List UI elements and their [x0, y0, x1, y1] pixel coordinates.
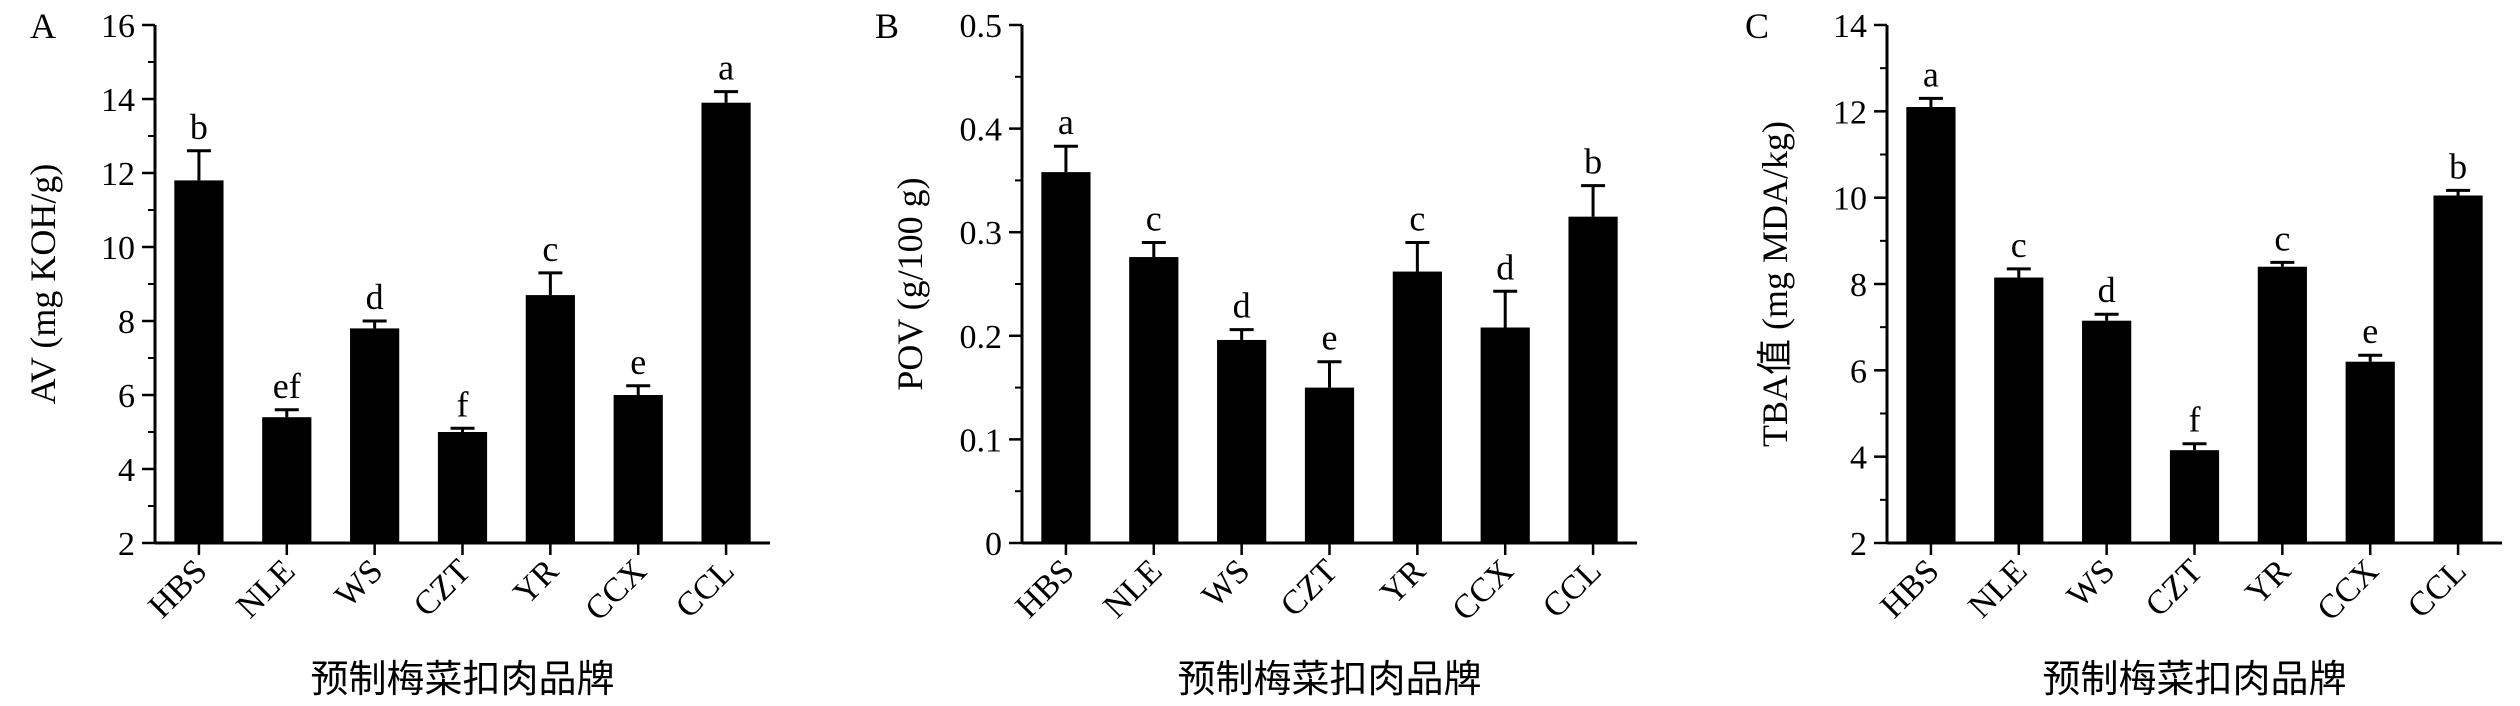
x-tick-label: CCX — [2310, 552, 2386, 628]
bar-hbs — [1041, 172, 1091, 543]
significance-letter: c — [2274, 218, 2290, 258]
y-tick-label: 0.4 — [960, 112, 1003, 149]
x-axis-title: 预制梅菜扣肉品牌 — [2042, 659, 2346, 701]
bar-yr — [525, 295, 575, 543]
x-tick-label: WS — [1195, 552, 1257, 614]
y-tick-label: 10 — [1833, 181, 1867, 218]
bar-czt — [437, 432, 488, 543]
y-axis-label: POV (g/100 g) — [890, 177, 930, 390]
significance-letter: b — [1584, 142, 1602, 182]
y-tick-label: 0.3 — [960, 215, 1003, 252]
x-tick-label: HBS — [1874, 552, 1947, 625]
y-tick-label: 2 — [118, 526, 135, 563]
x-tick-label: NLE — [1962, 552, 2035, 625]
significance-letter: d — [366, 277, 384, 317]
x-tick-label: CCX — [1445, 552, 1521, 628]
significance-letter: f — [457, 384, 469, 424]
y-axis-label: TBA值 (mg MDA/kg) — [1755, 121, 1795, 447]
y-tick-label: 0.5 — [960, 8, 1003, 45]
bar-ccl — [1568, 216, 1618, 543]
y-tick-label: 8 — [118, 304, 135, 341]
x-tick-label: YR — [506, 552, 566, 612]
chart-panel-a: A 2 4 6 8 10 12 14 16 AV (mg KOH/g) b HBS ef NLE d WS f C… — [23, 6, 770, 701]
panel-letter: A — [30, 6, 56, 46]
significance-letter: e — [1322, 318, 1338, 358]
y-tick-label: 6 — [1850, 353, 1867, 390]
x-axis-title: 预制梅菜扣肉品牌 — [1177, 659, 1481, 701]
panel-letter: B — [875, 6, 899, 46]
bar-ccx — [1480, 327, 1530, 543]
significance-letter: e — [630, 342, 646, 382]
significance-letter: ef — [273, 366, 301, 406]
x-tick-label: CCL — [669, 552, 742, 625]
significance-letter: a — [718, 48, 734, 88]
y-tick-label: 16 — [101, 8, 135, 45]
significance-letter: c — [1409, 199, 1425, 239]
y-tick-label: 8 — [1850, 267, 1867, 304]
y-tick-label: 4 — [1850, 440, 1867, 477]
x-tick-label: CZT — [1274, 552, 1346, 624]
bar-nle — [1994, 277, 2044, 543]
y-tick-label: 12 — [1833, 94, 1867, 131]
y-tick-label: 14 — [1833, 8, 1867, 45]
significance-letter: a — [1923, 54, 1939, 94]
x-tick-label: CCX — [578, 552, 654, 628]
y-tick-label: 0.2 — [960, 319, 1003, 356]
x-tick-label: CZT — [2139, 552, 2211, 624]
significance-letter: c — [1146, 199, 1162, 239]
x-tick-label: NLE — [230, 552, 303, 625]
x-tick-label: HBS — [142, 552, 215, 625]
bar-czt — [2169, 450, 2220, 543]
x-tick-label: CCL — [2401, 552, 2474, 625]
significance-letter: a — [1058, 102, 1074, 142]
significance-letter: c — [542, 229, 558, 269]
significance-letter: d — [1233, 286, 1251, 326]
significance-letter: c — [2011, 225, 2027, 265]
x-tick-label: YR — [1373, 552, 1433, 612]
y-tick-label: 10 — [101, 230, 135, 267]
y-tick-label: 4 — [118, 452, 135, 489]
x-tick-label: HBS — [1009, 552, 1082, 625]
bar-ccx — [613, 395, 663, 543]
bar-czt — [1304, 387, 1355, 543]
y-tick-label: 0.1 — [960, 422, 1003, 459]
significance-letter: b — [2449, 146, 2467, 186]
y-tick-label: 0 — [985, 526, 1002, 563]
significance-letter: f — [2189, 400, 2201, 440]
bar-ws — [2082, 320, 2132, 543]
bar-nle — [1129, 257, 1179, 543]
significance-letter: d — [2098, 270, 2116, 310]
bar-nle — [262, 417, 312, 543]
bar-hbs — [174, 180, 224, 543]
x-axis-title: 预制梅菜扣肉品牌 — [310, 659, 614, 701]
y-tick-label: 2 — [1850, 526, 1867, 563]
bar-hbs — [1906, 107, 1956, 544]
x-tick-label: CCL — [1536, 552, 1609, 625]
bar-ws — [350, 328, 400, 543]
y-tick-label: 6 — [118, 378, 135, 415]
bar-yr — [2257, 266, 2307, 543]
x-tick-label: NLE — [1097, 552, 1170, 625]
significance-letter: e — [2362, 311, 2378, 351]
x-tick-label: WS — [2060, 552, 2122, 614]
bar-ws — [1217, 339, 1267, 543]
chart-panel-c: C 2 4 6 8 10 12 14 TBA值 (mg MDA/kg) a HBS c NLE d WS f C… — [1745, 6, 2502, 701]
bar-yr — [1392, 271, 1442, 543]
x-tick-label: YR — [2238, 552, 2298, 612]
chart-panel-b: B 0 0.1 0.2 0.3 0.4 0.5 POV (g/100 g) a HBS c NLE d W… — [875, 6, 1637, 701]
bar-ccx — [2345, 361, 2395, 543]
x-tick-label: WS — [328, 552, 390, 614]
y-axis-label: AV (mg KOH/g) — [23, 164, 63, 405]
significance-letter: d — [1496, 247, 1514, 287]
significance-letter: b — [190, 107, 208, 147]
bar-ccl — [2433, 195, 2483, 543]
bar-ccl — [701, 102, 751, 543]
y-tick-label: 14 — [101, 82, 135, 119]
panel-letter: C — [1745, 6, 1769, 46]
y-tick-label: 12 — [101, 156, 135, 193]
x-tick-label: CZT — [407, 552, 479, 624]
